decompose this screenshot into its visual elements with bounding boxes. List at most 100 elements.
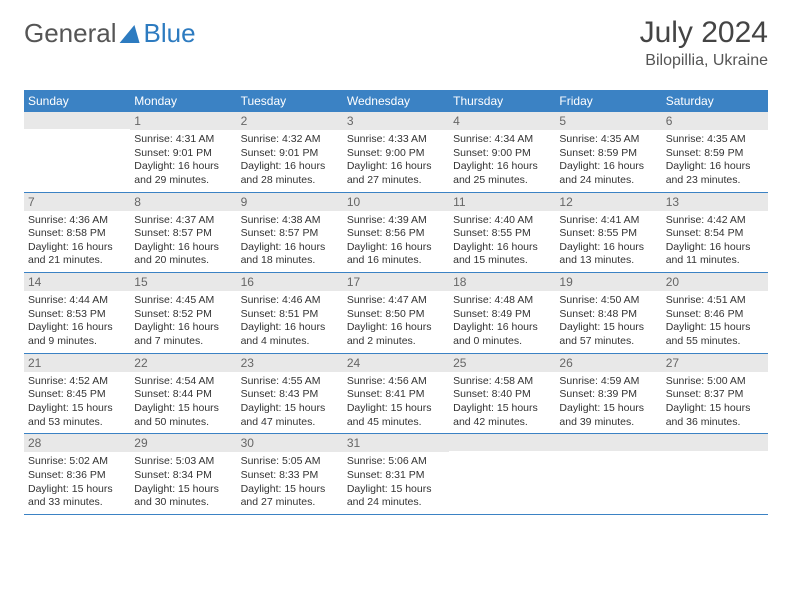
daylight-text: Daylight: 16 hours and 7 minutes. (134, 321, 232, 348)
day-number (449, 434, 555, 451)
brand-triangle-icon (119, 25, 144, 43)
day-number: 17 (343, 273, 449, 291)
day-body: Sunrise: 4:32 AMSunset: 9:01 PMDaylight:… (237, 130, 343, 192)
day-number: 24 (343, 354, 449, 372)
week-row: 14Sunrise: 4:44 AMSunset: 8:53 PMDayligh… (24, 273, 768, 354)
day-cell: 28Sunrise: 5:02 AMSunset: 8:36 PMDayligh… (24, 434, 130, 514)
day-number: 14 (24, 273, 130, 291)
daylight-text: Daylight: 15 hours and 36 minutes. (666, 402, 764, 429)
page-header: General Blue July 2024 Bilopillia, Ukrai… (24, 18, 768, 70)
sunrise-text: Sunrise: 4:36 AM (28, 214, 126, 228)
day-cell (449, 434, 555, 514)
day-number: 28 (24, 434, 130, 452)
day-number: 31 (343, 434, 449, 452)
day-number: 15 (130, 273, 236, 291)
sunrise-text: Sunrise: 4:52 AM (28, 375, 126, 389)
daylight-text: Daylight: 15 hours and 24 minutes. (347, 483, 445, 510)
dow-sat: Saturday (662, 94, 768, 108)
day-body: Sunrise: 4:33 AMSunset: 9:00 PMDaylight:… (343, 130, 449, 192)
day-body: Sunrise: 5:06 AMSunset: 8:31 PMDaylight:… (343, 452, 449, 514)
sunset-text: Sunset: 8:33 PM (241, 469, 339, 483)
day-body: Sunrise: 4:48 AMSunset: 8:49 PMDaylight:… (449, 291, 555, 353)
dow-thu: Thursday (449, 94, 555, 108)
day-cell: 26Sunrise: 4:59 AMSunset: 8:39 PMDayligh… (555, 354, 661, 434)
day-number: 21 (24, 354, 130, 372)
daylight-text: Daylight: 15 hours and 42 minutes. (453, 402, 551, 429)
sunset-text: Sunset: 8:36 PM (28, 469, 126, 483)
day-number: 26 (555, 354, 661, 372)
day-body: Sunrise: 4:44 AMSunset: 8:53 PMDaylight:… (24, 291, 130, 353)
sunset-text: Sunset: 8:54 PM (666, 227, 764, 241)
day-body: Sunrise: 4:47 AMSunset: 8:50 PMDaylight:… (343, 291, 449, 353)
daylight-text: Daylight: 16 hours and 23 minutes. (666, 160, 764, 187)
daylight-text: Daylight: 16 hours and 25 minutes. (453, 160, 551, 187)
day-body: Sunrise: 4:35 AMSunset: 8:59 PMDaylight:… (662, 130, 768, 192)
daylight-text: Daylight: 15 hours and 27 minutes. (241, 483, 339, 510)
day-body: Sunrise: 4:31 AMSunset: 9:01 PMDaylight:… (130, 130, 236, 192)
day-number: 5 (555, 112, 661, 130)
day-cell (555, 434, 661, 514)
day-number: 9 (237, 193, 343, 211)
day-body: Sunrise: 4:59 AMSunset: 8:39 PMDaylight:… (555, 372, 661, 434)
day-body: Sunrise: 4:52 AMSunset: 8:45 PMDaylight:… (24, 372, 130, 434)
calendar: Sunday Monday Tuesday Wednesday Thursday… (24, 90, 768, 515)
day-body: Sunrise: 5:00 AMSunset: 8:37 PMDaylight:… (662, 372, 768, 434)
daylight-text: Daylight: 16 hours and 28 minutes. (241, 160, 339, 187)
brand-part2: Blue (144, 18, 196, 49)
daylight-text: Daylight: 15 hours and 39 minutes. (559, 402, 657, 429)
day-body: Sunrise: 4:41 AMSunset: 8:55 PMDaylight:… (555, 211, 661, 273)
brand-logo: General Blue (24, 18, 196, 49)
day-cell: 16Sunrise: 4:46 AMSunset: 8:51 PMDayligh… (237, 273, 343, 353)
daylight-text: Daylight: 16 hours and 27 minutes. (347, 160, 445, 187)
sunset-text: Sunset: 8:52 PM (134, 308, 232, 322)
daylight-text: Daylight: 16 hours and 16 minutes. (347, 241, 445, 268)
day-body: Sunrise: 4:37 AMSunset: 8:57 PMDaylight:… (130, 211, 236, 273)
sunset-text: Sunset: 8:51 PM (241, 308, 339, 322)
daylight-text: Daylight: 16 hours and 11 minutes. (666, 241, 764, 268)
day-body: Sunrise: 4:38 AMSunset: 8:57 PMDaylight:… (237, 211, 343, 273)
day-cell: 17Sunrise: 4:47 AMSunset: 8:50 PMDayligh… (343, 273, 449, 353)
day-number: 19 (555, 273, 661, 291)
day-number (24, 112, 130, 129)
sunset-text: Sunset: 8:59 PM (666, 147, 764, 161)
week-row: 28Sunrise: 5:02 AMSunset: 8:36 PMDayligh… (24, 434, 768, 515)
sunset-text: Sunset: 8:55 PM (559, 227, 657, 241)
sunset-text: Sunset: 8:40 PM (453, 388, 551, 402)
day-number: 10 (343, 193, 449, 211)
day-cell: 10Sunrise: 4:39 AMSunset: 8:56 PMDayligh… (343, 193, 449, 273)
month-title: July 2024 (640, 16, 768, 50)
sunset-text: Sunset: 8:57 PM (134, 227, 232, 241)
sunset-text: Sunset: 8:58 PM (28, 227, 126, 241)
day-body: Sunrise: 5:03 AMSunset: 8:34 PMDaylight:… (130, 452, 236, 514)
sunset-text: Sunset: 8:55 PM (453, 227, 551, 241)
day-cell: 11Sunrise: 4:40 AMSunset: 8:55 PMDayligh… (449, 193, 555, 273)
sunrise-text: Sunrise: 4:59 AM (559, 375, 657, 389)
week-row: 21Sunrise: 4:52 AMSunset: 8:45 PMDayligh… (24, 354, 768, 435)
day-body: Sunrise: 5:02 AMSunset: 8:36 PMDaylight:… (24, 452, 130, 514)
sunset-text: Sunset: 8:34 PM (134, 469, 232, 483)
day-body: Sunrise: 4:58 AMSunset: 8:40 PMDaylight:… (449, 372, 555, 434)
day-cell: 14Sunrise: 4:44 AMSunset: 8:53 PMDayligh… (24, 273, 130, 353)
daylight-text: Daylight: 16 hours and 4 minutes. (241, 321, 339, 348)
day-body: Sunrise: 4:42 AMSunset: 8:54 PMDaylight:… (662, 211, 768, 273)
daylight-text: Daylight: 15 hours and 50 minutes. (134, 402, 232, 429)
daylight-text: Daylight: 16 hours and 9 minutes. (28, 321, 126, 348)
sunset-text: Sunset: 9:00 PM (453, 147, 551, 161)
day-cell: 29Sunrise: 5:03 AMSunset: 8:34 PMDayligh… (130, 434, 236, 514)
daylight-text: Daylight: 16 hours and 15 minutes. (453, 241, 551, 268)
dow-wed: Wednesday (343, 94, 449, 108)
sunrise-text: Sunrise: 4:35 AM (559, 133, 657, 147)
day-number: 30 (237, 434, 343, 452)
day-cell (662, 434, 768, 514)
day-body: Sunrise: 4:34 AMSunset: 9:00 PMDaylight:… (449, 130, 555, 192)
sunrise-text: Sunrise: 5:00 AM (666, 375, 764, 389)
sunrise-text: Sunrise: 4:46 AM (241, 294, 339, 308)
day-cell: 18Sunrise: 4:48 AMSunset: 8:49 PMDayligh… (449, 273, 555, 353)
dow-tue: Tuesday (237, 94, 343, 108)
daylight-text: Daylight: 16 hours and 0 minutes. (453, 321, 551, 348)
day-cell: 23Sunrise: 4:55 AMSunset: 8:43 PMDayligh… (237, 354, 343, 434)
sunrise-text: Sunrise: 4:31 AM (134, 133, 232, 147)
day-body: Sunrise: 4:36 AMSunset: 8:58 PMDaylight:… (24, 211, 130, 273)
day-number: 8 (130, 193, 236, 211)
day-number: 18 (449, 273, 555, 291)
